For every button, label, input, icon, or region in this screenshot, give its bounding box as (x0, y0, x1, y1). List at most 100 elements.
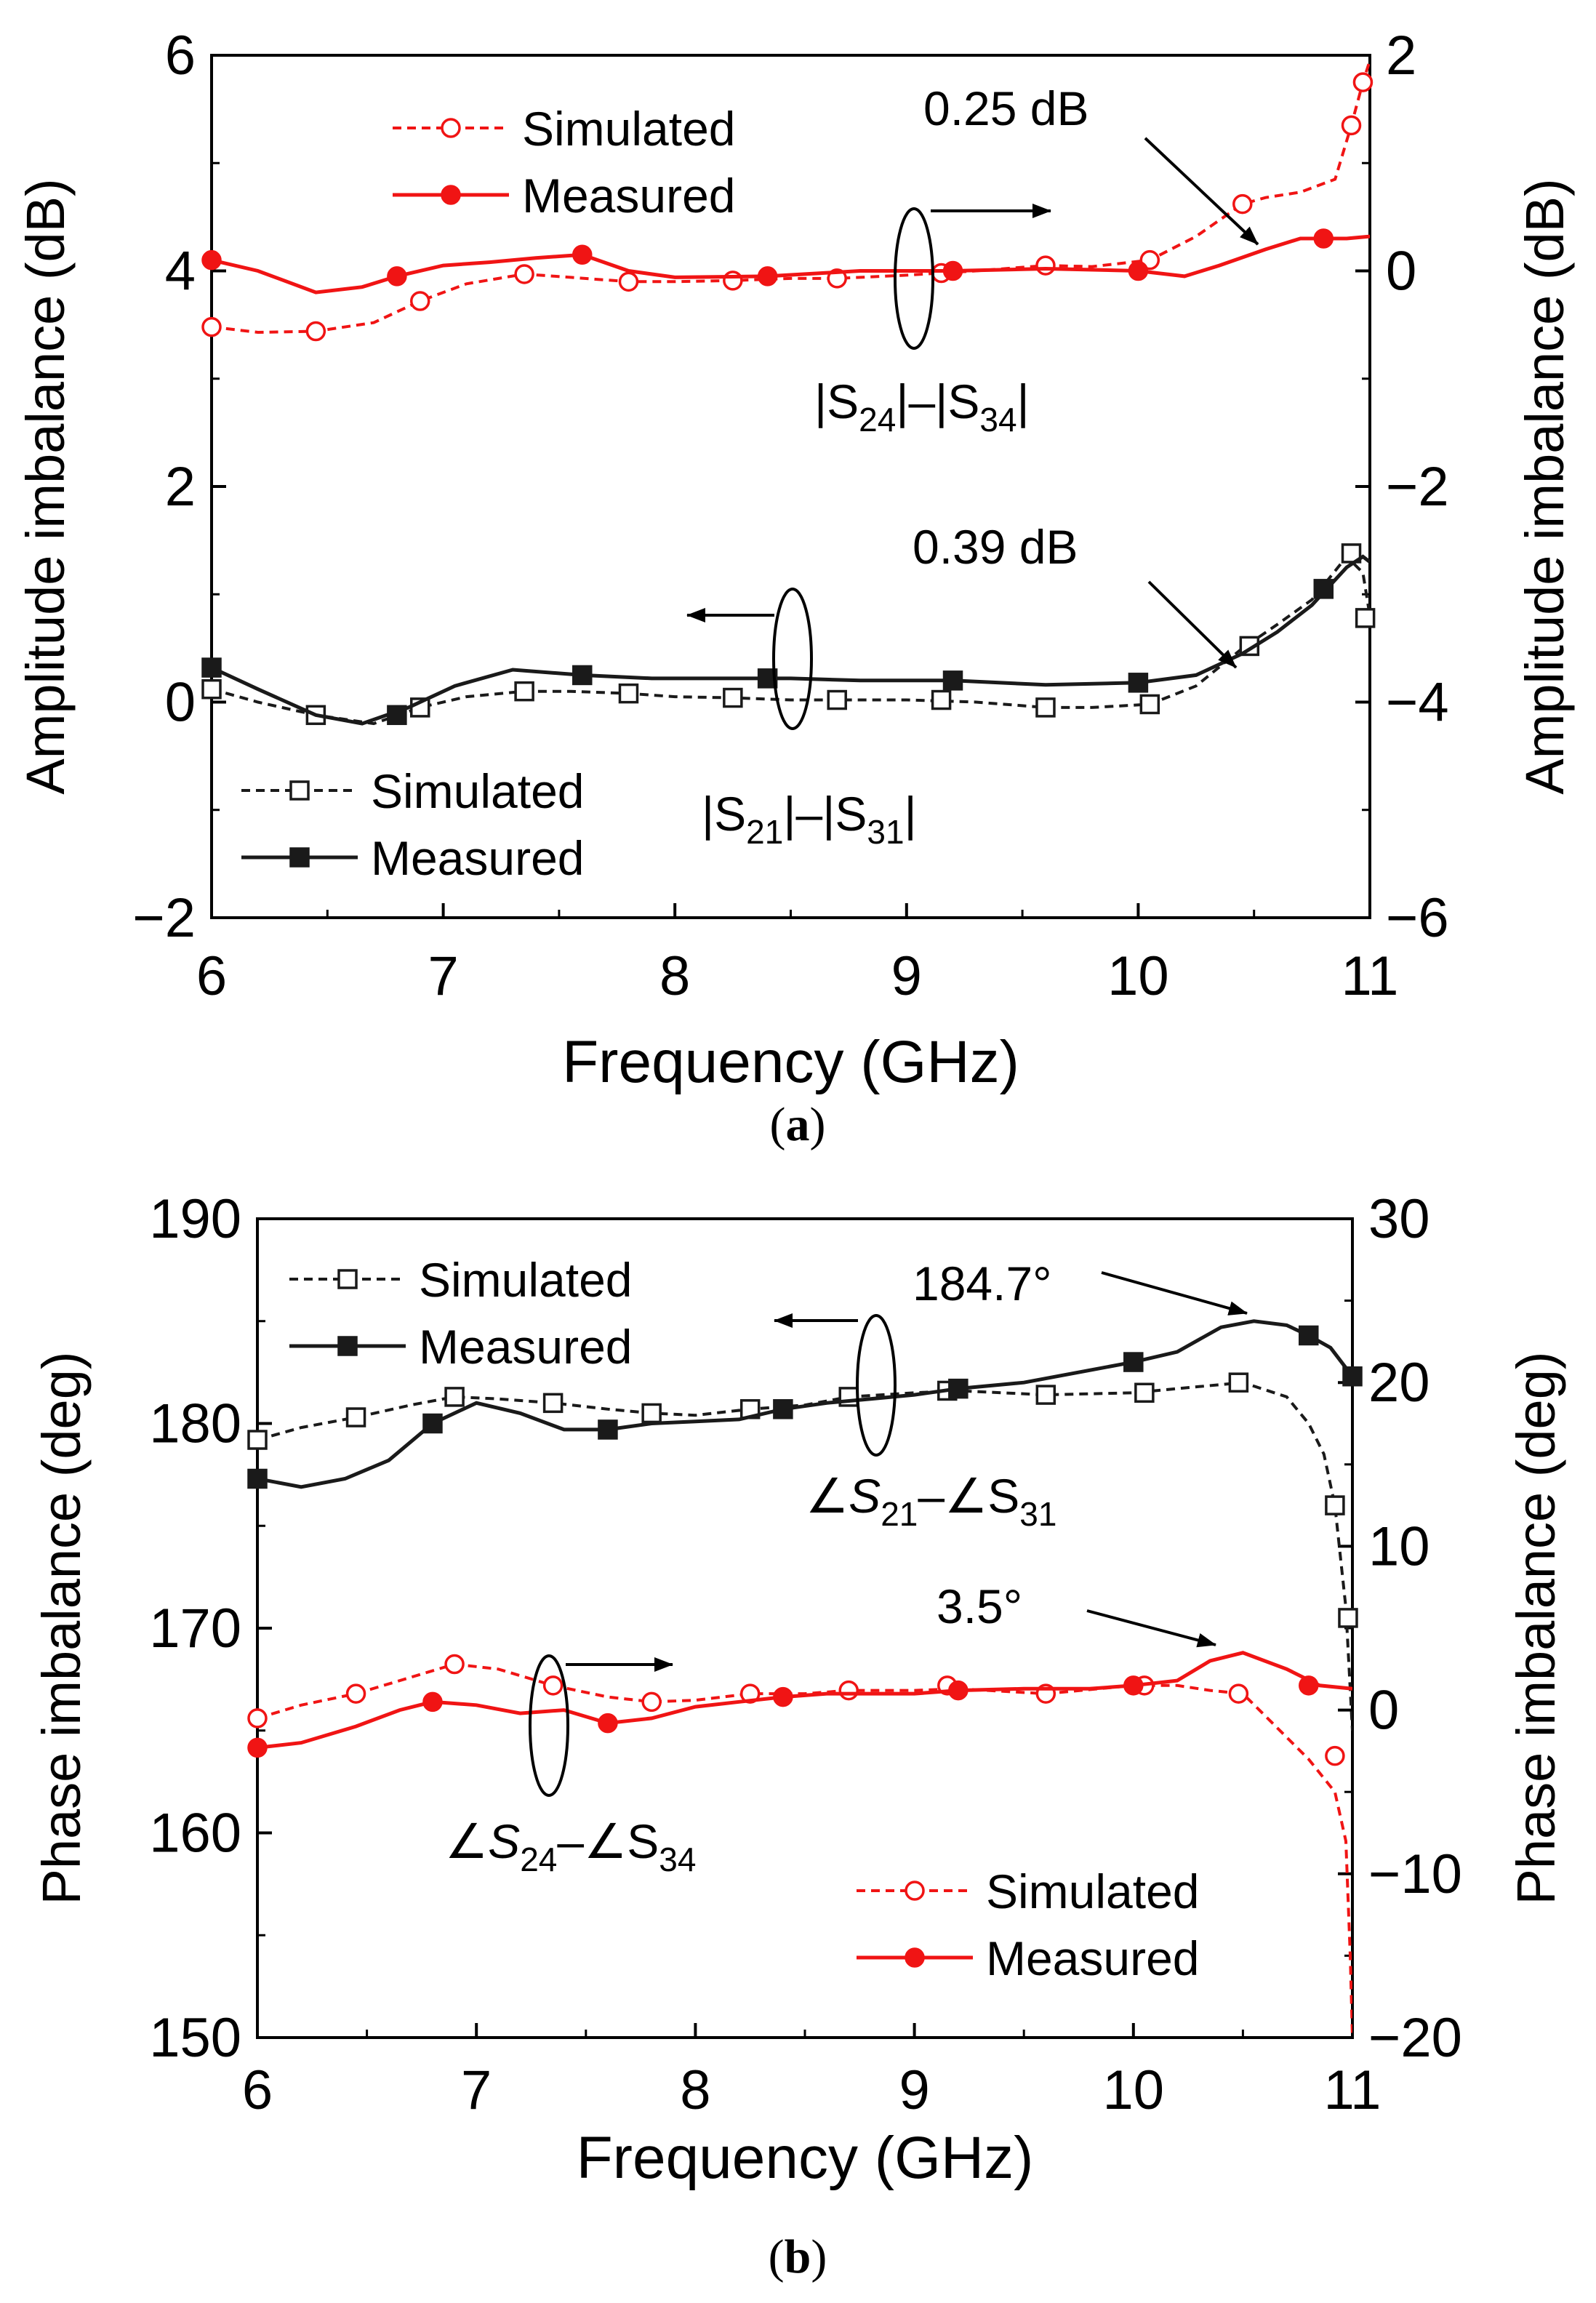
group-ellipse (772, 588, 813, 730)
marker-black-simulated (827, 689, 847, 710)
marker-red-measured (247, 1737, 268, 1758)
marker-red-measured (598, 1713, 618, 1734)
marker-black-simulated (931, 689, 952, 710)
marker-red-measured (773, 1686, 793, 1707)
annotation-label: 0.25 dB (923, 81, 1089, 135)
y-right-tick-label: 0 (1368, 1680, 1399, 1742)
marker-red-simulated (201, 316, 222, 337)
marker-black-simulated (1228, 1372, 1249, 1393)
marker-black-measured (1128, 673, 1149, 693)
group-label-part: 24 (859, 401, 896, 438)
legend-marker (905, 1947, 925, 1968)
group-label-part: –∠S (918, 1469, 1019, 1523)
marker-red-measured (1123, 1675, 1144, 1696)
marker-black-simulated (618, 683, 639, 704)
marker-black-simulated (723, 687, 743, 708)
marker-red-simulated (1232, 193, 1253, 215)
marker-red-measured (1128, 260, 1149, 281)
marker-black-measured (572, 665, 593, 686)
marker-red-simulated (641, 1691, 662, 1713)
group-label-part: |S (702, 787, 746, 841)
annotation-arrow (1147, 580, 1238, 669)
annotation-arrow (1101, 1271, 1248, 1315)
marker-red-simulated (1341, 115, 1362, 136)
marker-black-simulated (1139, 694, 1160, 715)
marker-black-measured (247, 1468, 268, 1489)
group-label-part: ∠ (806, 1469, 849, 1523)
group-label-part: 34 (659, 1841, 696, 1878)
group-ellipse (529, 1654, 569, 1797)
y-right-tick-label: 10 (1368, 1515, 1430, 1577)
group-label-part: ∠ (445, 1814, 488, 1868)
series-line-black-measured (212, 554, 1370, 726)
y-left-tick-label: 0 (165, 672, 196, 734)
group-label-part: 21 (746, 813, 783, 851)
marker-red-measured (572, 244, 593, 265)
x-tick-label: 8 (680, 2059, 710, 2121)
y-right-tick-label: 0 (1386, 241, 1416, 303)
y-left-axis-label: Amplitude imbalance (dB) (15, 178, 76, 794)
marker-red-simulated (444, 1654, 465, 1675)
marker-black-measured (1123, 1352, 1144, 1372)
series-line-black-measured (257, 1319, 1352, 1489)
legend-marker (441, 118, 461, 138)
group-label-part: | (1017, 375, 1030, 428)
marker-red-simulated (247, 1708, 268, 1729)
y-right-tick-label: −6 (1386, 887, 1449, 949)
y-right-tick-label: 2 (1386, 25, 1416, 87)
y-left-tick-label: 190 (149, 1188, 241, 1250)
marker-red-simulated (514, 264, 534, 284)
series-line-black-simulated (212, 554, 1370, 726)
marker-black-simulated (201, 678, 222, 700)
marker-black-simulated (1035, 1385, 1056, 1405)
annotation-label: 0.39 dB (913, 520, 1078, 574)
marker-black-simulated (641, 1403, 662, 1424)
y-right-tick-label: 30 (1368, 1188, 1430, 1250)
marker-red-simulated (305, 321, 326, 342)
y-left-tick-label: 150 (149, 2007, 241, 2069)
marker-black-measured (942, 670, 963, 691)
x-axis-label: Frequency (GHz) (562, 1029, 1019, 1095)
y-right-axis-label: Amplitude imbalance (dB) (1515, 178, 1575, 794)
marker-red-simulated (618, 271, 639, 292)
marker-red-measured (201, 249, 222, 271)
y-right-tick-label: −4 (1386, 672, 1449, 734)
x-axis-label: Frequency (GHz) (577, 2125, 1034, 2191)
y-right-tick-label: −2 (1386, 456, 1449, 518)
group-ellipse (894, 207, 934, 350)
y-left-axis-label: Phase imbalance (deg) (31, 1352, 92, 1905)
x-tick-label: 10 (1107, 945, 1169, 1007)
group-label-part: 24 (520, 1841, 557, 1878)
panel-label-letter: a (786, 1098, 810, 1151)
marker-black-simulated (514, 681, 534, 702)
legend-label: Simulated (522, 102, 736, 156)
marker-red-simulated (409, 291, 430, 311)
group-label: ∠S24–∠S34 (445, 1814, 696, 1878)
x-tick-label: 9 (891, 945, 922, 1007)
legend-label: Measured (419, 1320, 633, 1374)
x-tick-label: 7 (461, 2059, 492, 2121)
y-right-tick-label: 20 (1368, 1352, 1430, 1414)
marker-red-simulated (723, 271, 743, 291)
y-left-tick-label: 160 (149, 1803, 241, 1865)
panel-label: (a) (770, 1098, 826, 1151)
series-line-red-simulated (212, 60, 1370, 335)
legend-marker (441, 185, 461, 205)
marker-black-simulated (444, 1387, 465, 1407)
group-label-part: | (905, 787, 917, 841)
marker-red-simulated (345, 1683, 366, 1704)
marker-black-simulated (1341, 543, 1362, 564)
marker-black-simulated (1338, 1608, 1358, 1628)
marker-black-simulated (247, 1430, 268, 1450)
legend-label: Simulated (419, 1253, 633, 1307)
group-label-part: 34 (979, 401, 1016, 438)
y-left-tick-label: 4 (165, 241, 196, 303)
group-label-part: |S (814, 375, 859, 428)
marker-black-simulated (1134, 1382, 1155, 1403)
legend-label: Simulated (986, 1865, 1200, 1918)
group-label-part: S (488, 1814, 520, 1868)
marker-black-simulated (1325, 1495, 1345, 1515)
y-right-tick-label: −10 (1368, 1843, 1462, 1905)
